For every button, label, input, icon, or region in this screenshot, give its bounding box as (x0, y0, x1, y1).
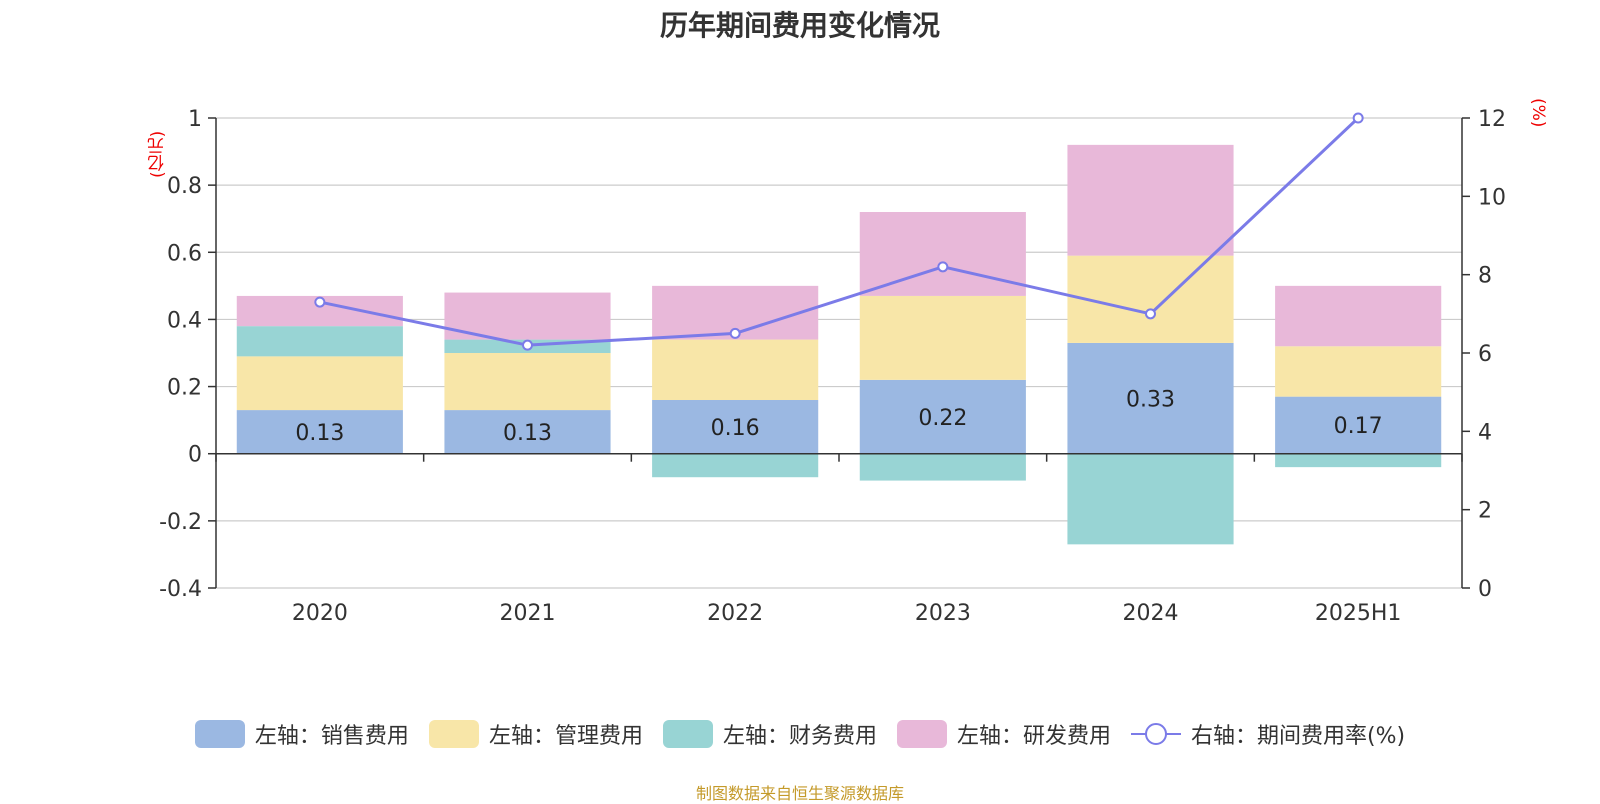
data-source-note: 制图数据来自恒生聚源数据库 (695, 784, 904, 803)
left-tick-label--0.4: -0.4 (159, 577, 202, 602)
legend-label-rate: 右轴：期间费用率(%) (1190, 724, 1406, 749)
legend-item-admin[interactable]: 左轴：管理费用 (428, 718, 643, 750)
legend-label-admin: 左轴：管理费用 (488, 724, 643, 749)
line-point-2022 (729, 327, 741, 339)
right-tick-label-10: 10 (1478, 185, 1506, 210)
left-tick-label-1: 1 (188, 107, 202, 132)
bar-s2-2025H1 (1275, 453, 1442, 468)
left-tick-label-0.8: 0.8 (167, 174, 202, 199)
line-rate (319, 116, 1360, 347)
bar-s2-2024 (1067, 453, 1234, 545)
legend-line-rate-icon (1130, 723, 1181, 745)
legend-swatch-finance (662, 720, 713, 748)
bar-s0-2025H1 (1275, 396, 1442, 454)
bar-s0-2023 (859, 379, 1026, 454)
bar-s3-2024 (1067, 144, 1234, 256)
line-point-2025H1 (1352, 112, 1364, 124)
legend-item-rd[interactable]: 左轴：研发费用 (896, 718, 1111, 750)
line-point-2024 (1145, 308, 1156, 320)
bar-s3-2021 (444, 292, 611, 340)
data-label-2023: 0.22 (918, 406, 967, 431)
data-label-2025H1: 0.17 (1334, 414, 1383, 439)
bar-s3-2025H1 (1275, 285, 1442, 347)
left-tick-label-0.2: 0.2 (167, 376, 202, 401)
category-label-2020: 2020 (292, 601, 348, 626)
category-label-2022: 2022 (707, 601, 763, 626)
data-label-2021: 0.13 (503, 421, 552, 446)
bar-s0-2020 (236, 410, 403, 454)
left-tick-label-0: 0 (188, 443, 202, 468)
bar-s1-2024 (1067, 255, 1234, 343)
left-tick-label-0.6: 0.6 (167, 241, 202, 266)
bar-s3-2023 (859, 212, 1026, 296)
bar-s0-2022 (652, 400, 819, 454)
bar-s1-2023 (859, 295, 1026, 380)
bar-s2-2020 (236, 326, 403, 357)
category-label-2024: 2024 (1123, 601, 1179, 626)
legend-label-rd: 左轴：研发费用 (956, 724, 1111, 749)
line-point-2023 (937, 261, 949, 273)
bar-s2-2022 (652, 453, 819, 478)
left-tick-label-0.4: 0.4 (167, 308, 202, 333)
bar-s0-2021 (444, 410, 611, 454)
bar-s1-2020 (236, 356, 403, 411)
right-tick-label-4: 4 (1478, 420, 1492, 445)
right-tick-label-6: 6 (1478, 342, 1492, 367)
right-tick-label-2: 2 (1478, 499, 1492, 524)
bar-s1-2022 (652, 339, 819, 400)
left-tick-label--0.2: -0.2 (159, 510, 202, 535)
legend: 左轴：销售费用 左轴：管理费用 左轴：财务费用 左轴：研发费用 右轴：期间费用率… (0, 718, 1600, 750)
data-label-2022: 0.16 (711, 416, 760, 441)
bar-s2-2023 (859, 453, 1026, 481)
right-tick-label-8: 8 (1478, 264, 1492, 289)
legend-swatch-rd (896, 720, 947, 748)
category-label-2025H1: 2025H1 (1315, 601, 1402, 626)
chart-title: 历年期间费用变化情况 (659, 9, 940, 42)
right-tick-label-12: 12 (1478, 107, 1506, 132)
line-point-2020 (314, 296, 326, 308)
line-point-2021 (522, 339, 533, 351)
left-axis-unit: (亿元) (148, 130, 168, 178)
category-label-2021: 2021 (500, 601, 556, 626)
data-label-2020: 0.13 (295, 421, 344, 446)
right-tick-label-0: 0 (1478, 577, 1492, 602)
legend-item-rate[interactable]: 右轴：期间费用率(%) (1130, 718, 1406, 750)
legend-swatch-admin (428, 720, 479, 748)
legend-label-finance: 左轴：财务费用 (722, 724, 877, 749)
data-label-2024: 0.33 (1126, 387, 1175, 412)
bar-s0-2024 (1067, 342, 1234, 454)
right-axis-unit: (%) (1528, 98, 1548, 128)
legend-swatch-sales (194, 720, 245, 748)
legend-label-sales: 左轴：销售费用 (254, 724, 409, 749)
legend-item-sales[interactable]: 左轴：销售费用 (194, 718, 409, 750)
bar-s1-2021 (444, 353, 611, 411)
category-label-2023: 2023 (915, 601, 971, 626)
bar-s1-2025H1 (1275, 346, 1442, 397)
legend-item-finance[interactable]: 左轴：财务费用 (662, 718, 877, 750)
